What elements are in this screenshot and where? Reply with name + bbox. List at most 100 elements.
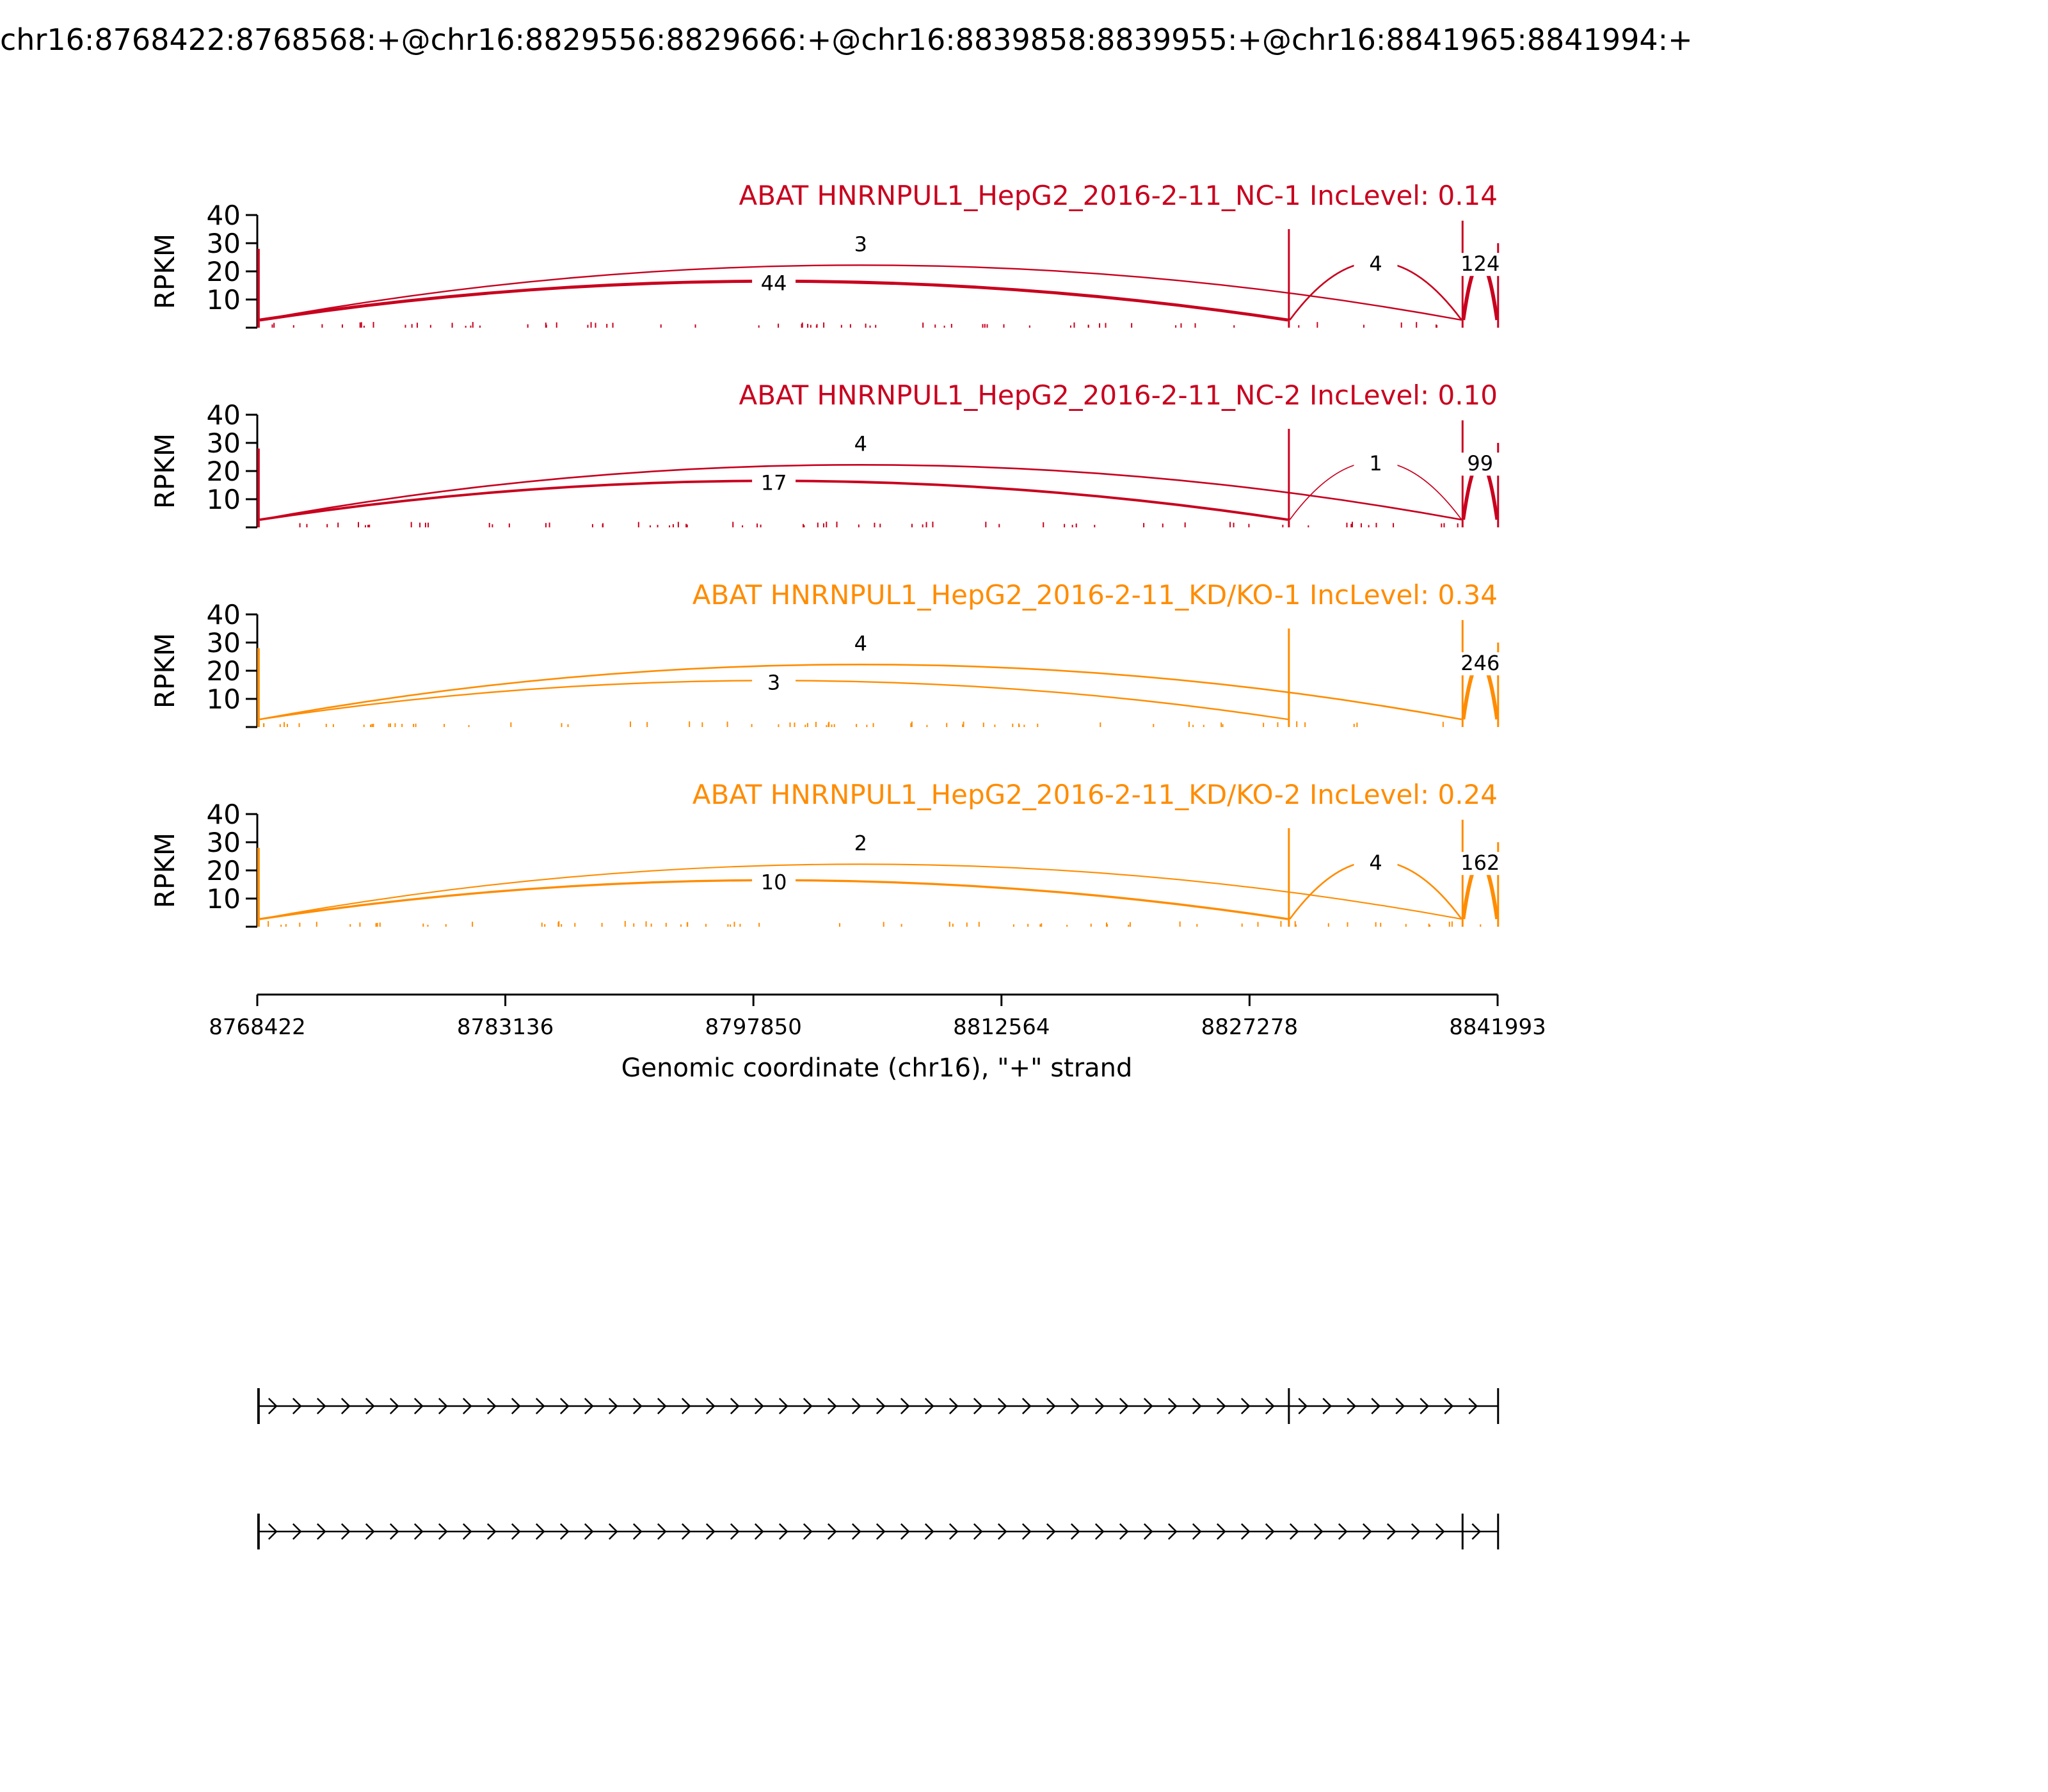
strand-arrow-icon	[1070, 1398, 1080, 1414]
strand-arrow-icon	[584, 1398, 594, 1414]
strand-arrow-icon	[535, 1523, 545, 1540]
exon-block	[1461, 1514, 1464, 1549]
strand-arrow-icon	[1021, 1398, 1032, 1414]
x-axis-label: Genomic coordinate (chr16), "+" strand	[621, 1053, 1133, 1083]
strand-arrow-icon	[1347, 1398, 1357, 1414]
x-tick-label: 8827278	[1201, 1014, 1298, 1040]
strand-arrow-icon	[681, 1523, 691, 1540]
isoform-1	[257, 1388, 1500, 1424]
strand-arrow-icon	[1265, 1398, 1275, 1414]
junction-label-bg	[1458, 253, 1502, 276]
junction-label-bg	[1354, 852, 1398, 876]
y-tick-label: 10	[207, 684, 241, 715]
strand-arrow-icon	[948, 1398, 959, 1414]
junction-label-bg	[752, 671, 796, 695]
junction-arc	[259, 863, 1462, 920]
exon-coverage	[257, 448, 260, 527]
strand-arrow-icon	[462, 1398, 472, 1414]
strand-arrow-icon	[1046, 1398, 1056, 1414]
strand-arrow-icon	[438, 1523, 448, 1540]
junction-label-bg	[752, 472, 796, 495]
exon-block	[1497, 1514, 1500, 1549]
strand-arrow-icon	[803, 1398, 813, 1414]
strand-arrow-icon	[705, 1398, 716, 1414]
junction-arc	[259, 664, 1462, 721]
strand-arrow-icon	[1216, 1398, 1226, 1414]
strand-arrow-icon	[803, 1523, 813, 1540]
y-tick-label: 30	[207, 428, 241, 459]
strand-arrow-icon	[1192, 1398, 1202, 1414]
exon-block	[257, 1514, 260, 1549]
y-tick-label: 40	[207, 399, 241, 431]
y-tick-label: 10	[207, 883, 241, 915]
junction-label-bg	[752, 871, 796, 895]
strand-arrow-icon	[1338, 1523, 1348, 1540]
junction-label: 17	[761, 470, 787, 495]
junction-label: 4	[854, 431, 867, 456]
strand-arrow-icon	[900, 1523, 910, 1540]
strand-arrow-icon	[316, 1523, 326, 1540]
exon-block	[1288, 1388, 1290, 1424]
strand-arrow-icon	[1420, 1398, 1430, 1414]
strand-arrow-icon	[997, 1523, 1007, 1540]
strand-arrow-icon	[340, 1523, 351, 1540]
strand-arrow-icon	[365, 1523, 375, 1540]
strand-arrow-icon	[608, 1398, 618, 1414]
exon-coverage	[1288, 828, 1290, 927]
strand-arrow-icon	[389, 1398, 399, 1414]
strand-arrow-icon	[876, 1523, 886, 1540]
strand-arrow-icon	[1289, 1523, 1299, 1540]
strand-arrow-icon	[924, 1398, 934, 1414]
strand-arrow-icon	[511, 1523, 521, 1540]
junction-label: 3	[767, 670, 780, 694]
x-tick-label: 8812564	[953, 1014, 1050, 1040]
strand-arrow-icon	[1119, 1523, 1129, 1540]
strand-arrow-icon	[924, 1523, 934, 1540]
junction-label-bg	[1354, 452, 1398, 476]
strand-arrow-icon	[1216, 1523, 1226, 1540]
y-tick-label: 20	[207, 655, 241, 687]
strand-arrow-icon	[827, 1398, 837, 1414]
strand-arrow-icon	[900, 1398, 910, 1414]
y-tick-label: 40	[207, 200, 241, 231]
strand-arrow-icon	[754, 1523, 764, 1540]
y-axis-label: RPKM	[149, 633, 180, 708]
strand-arrow-icon	[413, 1398, 424, 1414]
junction-label: 4	[854, 631, 867, 655]
x-tick-label: 8797850	[705, 1014, 801, 1040]
junction-label: 246	[1460, 651, 1500, 675]
exon-coverage	[1497, 842, 1500, 927]
junction-label: 4	[1369, 851, 1382, 875]
exon-coverage	[1497, 443, 1500, 527]
strand-arrow-icon	[1395, 1398, 1405, 1414]
strand-arrow-icon	[973, 1523, 983, 1540]
isoform-tracks	[257, 1388, 1500, 1549]
junction-label: 162	[1460, 851, 1500, 875]
strand-arrow-icon	[316, 1398, 326, 1414]
junction-label-bg	[838, 832, 883, 856]
strand-arrow-icon	[948, 1523, 959, 1540]
strand-arrow-icon	[681, 1398, 691, 1414]
strand-arrow-icon	[292, 1523, 302, 1540]
y-tick-label: 40	[207, 599, 241, 630]
strand-arrow-icon	[608, 1523, 618, 1540]
y-axis-label: RPKM	[149, 234, 180, 309]
strand-arrow-icon	[1046, 1523, 1056, 1540]
strand-arrow-icon	[1265, 1523, 1275, 1540]
strand-arrow-icon	[1362, 1523, 1372, 1540]
strand-arrow-icon	[1444, 1398, 1454, 1414]
strand-arrow-icon	[778, 1523, 788, 1540]
strand-arrow-icon	[1240, 1398, 1251, 1414]
strand-arrow-icon	[559, 1398, 570, 1414]
strand-arrow-icon	[1119, 1398, 1129, 1414]
y-tick-label: 20	[207, 256, 241, 287]
y-axis-label: RPKM	[149, 833, 180, 908]
strand-arrow-icon	[340, 1398, 351, 1414]
strand-arrow-icon	[268, 1398, 278, 1414]
exon-coverage	[1288, 229, 1290, 328]
y-tick-label: 30	[207, 228, 241, 259]
strand-arrow-icon	[1143, 1398, 1153, 1414]
